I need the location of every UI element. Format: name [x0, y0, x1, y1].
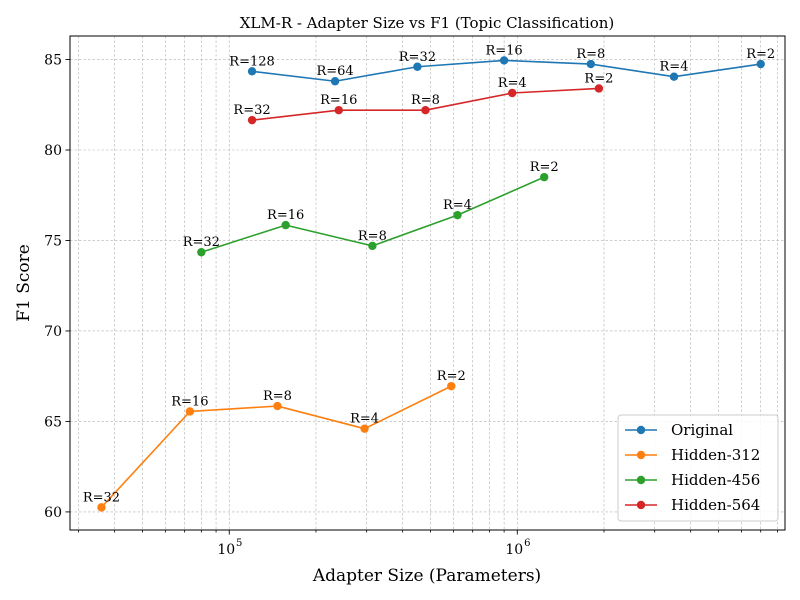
point-label: R=4 [498, 76, 527, 91]
data-point [247, 67, 257, 76]
legend-label: Hidden-456 [671, 471, 760, 489]
legend-label: Original [671, 421, 733, 439]
point-label: R=4 [443, 198, 472, 213]
legend-frame [617, 414, 779, 522]
legend-marker [636, 450, 646, 460]
y-axis-label: F1 Score [14, 244, 34, 322]
x-tick-label: 10 5 [217, 538, 242, 558]
y-tick-label: 70 [44, 324, 62, 340]
point-label: R=2 [746, 47, 775, 62]
y-tick-label: 60 [44, 505, 62, 521]
data-point [413, 62, 422, 71]
y-tick-label: 80 [44, 143, 62, 159]
legend-item: Hidden-564 [625, 496, 760, 514]
y-tick-label: 85 [44, 53, 62, 69]
data-point [594, 84, 604, 93]
data-point [539, 172, 549, 182]
point-label: R=8 [576, 47, 605, 62]
chart-title: XLM-R - Adapter Size vs F1 (Topic Classi… [240, 14, 615, 32]
series-hidden-456 [197, 172, 549, 257]
data-point [669, 72, 679, 81]
data-point [197, 248, 206, 257]
x-axis-label: Adapter Size (Parameters) [312, 566, 541, 586]
x-tick-exponent: 6 [524, 538, 530, 549]
legend-marker [636, 475, 646, 485]
data-point [368, 241, 377, 251]
point-label: R=4 [660, 60, 689, 75]
point-label: R=8 [358, 229, 387, 244]
data-point [453, 210, 462, 220]
point-label: R=128 [229, 54, 275, 69]
data-point [247, 115, 257, 125]
plot-frame [69, 35, 786, 531]
data-point [330, 77, 340, 86]
legend-label: Hidden-564 [671, 496, 760, 514]
legend-item: Hidden-312 [625, 446, 760, 464]
x-tick-exponent: 5 [236, 538, 242, 549]
point-label: R=16 [485, 43, 522, 58]
data-point [447, 381, 456, 391]
point-label: R=32 [399, 50, 436, 65]
point-label: R=32 [83, 490, 120, 505]
point-label: R=32 [233, 103, 270, 118]
legend-item: Original [625, 421, 733, 439]
legend-item: Hidden-456 [625, 471, 760, 489]
point-label: R=64 [316, 64, 353, 79]
point-label: R=8 [263, 389, 292, 404]
y-tick-label: 65 [44, 414, 62, 430]
point-label: R=2 [584, 71, 613, 86]
point-label: R=32 [183, 235, 220, 250]
data-point [499, 56, 509, 65]
data-point [421, 105, 430, 115]
x-tick-base: 10 [217, 542, 235, 558]
data-point [586, 59, 596, 69]
series-original [247, 56, 765, 86]
point-annotations: R=128 R=64 R=32 R=16 R=8 R=4 R=2 R=32 R=16 R=8 R=4… [83, 43, 775, 505]
series-layer [97, 56, 765, 512]
legend-marker [636, 500, 646, 510]
legend-marker [636, 425, 646, 435]
series-hidden-564 [247, 84, 604, 125]
data-point [360, 424, 369, 433]
x-tick-label: 10 6 [505, 538, 530, 558]
data-point [756, 59, 765, 69]
x-tick-base: 10 [505, 542, 523, 558]
point-label: R=16 [267, 208, 304, 223]
data-point [185, 407, 195, 416]
point-label: R=2 [437, 369, 466, 384]
point-label: R=16 [171, 394, 208, 409]
point-label: R=2 [530, 160, 559, 175]
legend: Original Hidden-312 Hidden-456 Hidden-564 [617, 414, 779, 522]
data-point [97, 503, 106, 512]
data-point [281, 220, 290, 230]
data-point [273, 401, 282, 411]
point-label: R=16 [320, 93, 357, 108]
point-label: R=8 [411, 93, 440, 108]
data-point [334, 105, 343, 115]
series-hidden-312 [97, 381, 456, 512]
point-label: R=4 [350, 412, 379, 427]
data-point [507, 88, 517, 98]
legend-label: Hidden-312 [671, 446, 760, 464]
y-tick-label: 75 [44, 233, 62, 249]
